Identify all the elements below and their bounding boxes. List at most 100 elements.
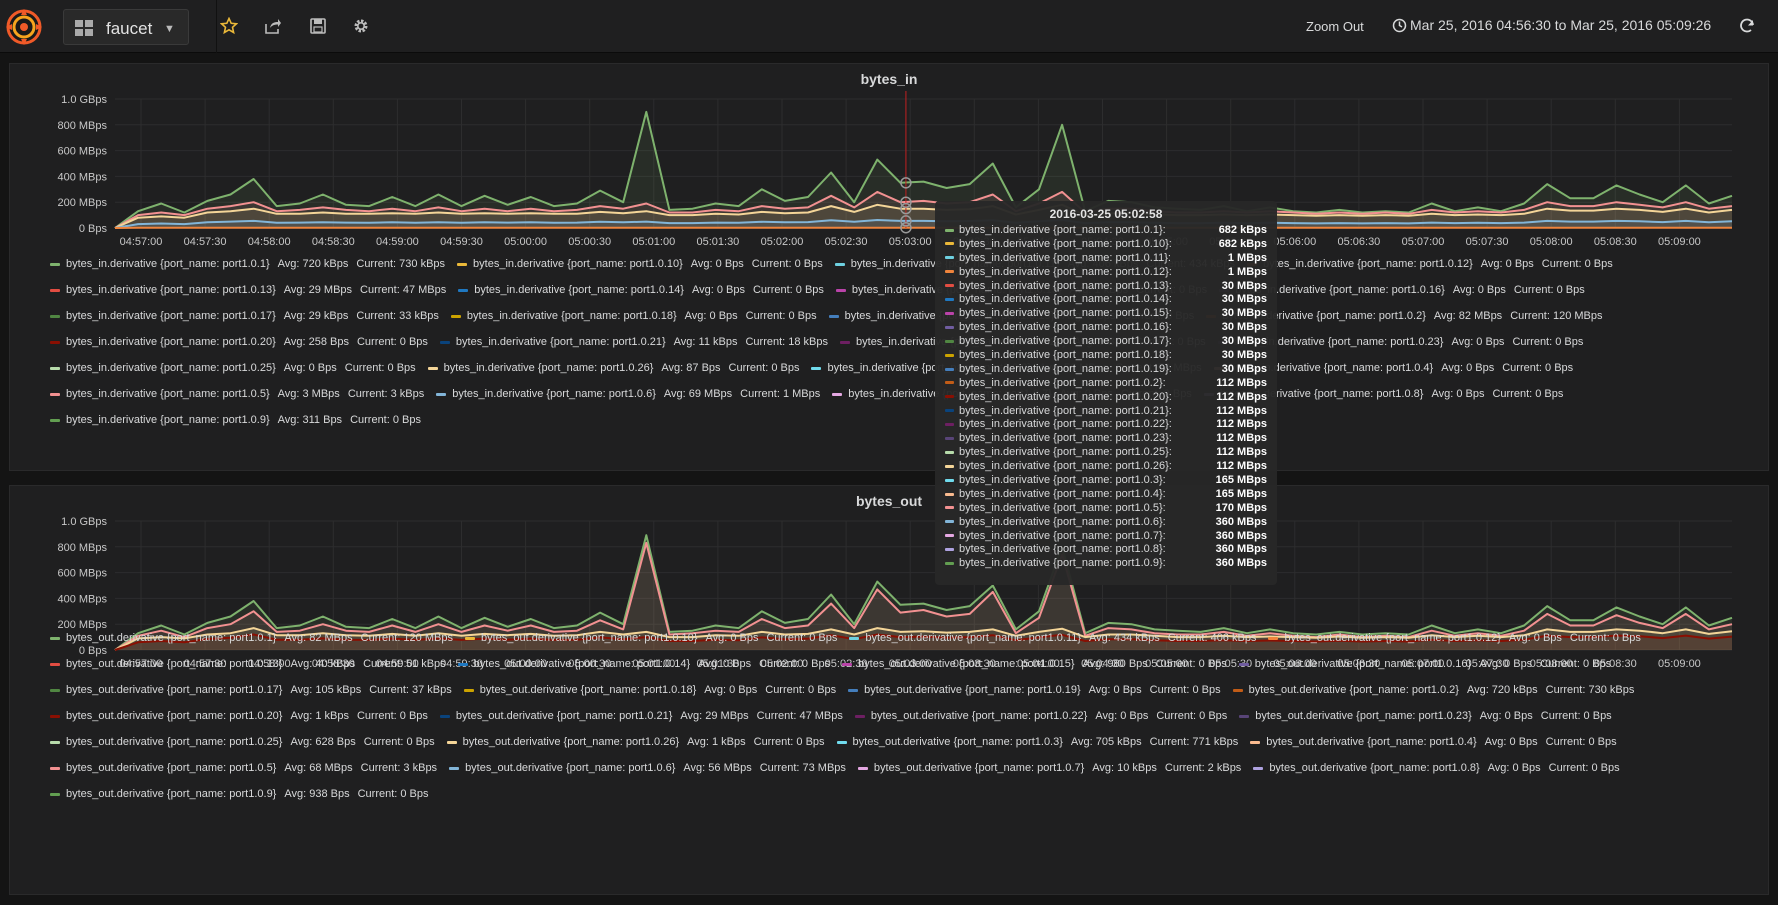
series-color-swatch[interactable] (50, 392, 60, 396)
save-icon[interactable] (309, 17, 327, 35)
series-color-swatch[interactable] (1268, 636, 1279, 640)
legend-item[interactable]: bytes_out.derivative {port_name: port1.0… (848, 677, 1221, 703)
series-color-swatch[interactable] (50, 740, 60, 744)
legend-item[interactable]: bytes_out.derivative {port_name: port1.0… (463, 677, 836, 703)
legend-item[interactable]: bytes_in.derivative {port_name: port1.0.… (50, 277, 446, 303)
legend-item[interactable]: bytes_out.derivative {port_name: port1.0… (1238, 651, 1611, 677)
legend-item[interactable]: bytes_out.derivative {port_name: port1.0… (50, 625, 453, 651)
series-line[interactable] (114, 534, 1733, 651)
series-color-swatch[interactable] (1250, 740, 1261, 744)
series-color-swatch[interactable] (836, 740, 847, 744)
share-icon[interactable] (264, 17, 282, 35)
series-color-swatch[interactable] (50, 340, 60, 344)
legend-item[interactable]: bytes_in.derivative {port_name: port1.0.… (458, 277, 824, 303)
series-color-swatch[interactable] (835, 288, 846, 292)
series-color-swatch[interactable] (427, 366, 438, 370)
series-color-swatch[interactable] (50, 418, 60, 422)
legend-item[interactable]: bytes_out.derivative {port_name: port1.0… (50, 755, 437, 781)
series-color-swatch[interactable] (50, 688, 60, 692)
grafana-logo-icon[interactable] (4, 7, 44, 47)
legend-item[interactable]: bytes_out.derivative {port_name: port1.0… (50, 729, 435, 755)
series-color-swatch[interactable] (50, 662, 60, 666)
refresh-icon[interactable] (1738, 17, 1756, 35)
bytes-out-graph[interactable]: 0 Bps 200 MBps 400 MBps 600 MBps 800 MBps 1.0… (10, 486, 1770, 686)
series-color-swatch[interactable] (1238, 662, 1249, 666)
series-color-swatch[interactable] (828, 314, 839, 318)
series-color-swatch[interactable] (857, 766, 868, 770)
series-color-swatch[interactable] (446, 740, 457, 744)
legend-item[interactable]: bytes_out.derivative {port_name: port1.0… (439, 703, 843, 729)
legend-item[interactable]: bytes_out.derivative {port_name: port1.0… (50, 651, 446, 677)
series-color-swatch[interactable] (50, 288, 60, 292)
legend-item[interactable]: bytes_in.derivative {port_name: port1.0.… (1213, 355, 1573, 381)
series-line[interactable] (114, 203, 1733, 229)
legend-item[interactable]: bytes_out.derivative {port_name: port1.0… (854, 703, 1227, 729)
zoom-out-button[interactable]: Zoom Out (1306, 19, 1364, 34)
legend-item[interactable]: bytes_in.derivative {port_name: port1.0.… (427, 355, 799, 381)
series-line[interactable] (114, 219, 1733, 229)
legend-item[interactable]: bytes_out.derivative {port_name: port1.0… (1250, 729, 1617, 755)
legend-item[interactable]: bytes_out.derivative {port_name: port1.0… (50, 781, 429, 807)
dashboard-picker-button[interactable]: faucet ▼ (63, 9, 189, 45)
legend-item[interactable]: bytes_out.derivative {port_name: port1.0… (1239, 703, 1612, 729)
series-color-swatch[interactable] (842, 662, 853, 666)
gear-icon[interactable] (352, 17, 370, 35)
legend-item[interactable]: bytes_out.derivative {port_name: port1.0… (857, 755, 1241, 781)
legend-item[interactable]: bytes_in.derivative {port_name: port1.0.… (50, 407, 421, 433)
series-color-swatch[interactable] (849, 636, 860, 640)
series-line[interactable] (114, 190, 1733, 229)
legend-item[interactable]: bytes_out.derivative {port_name: port1.0… (849, 625, 1256, 651)
series-color-swatch[interactable] (449, 766, 460, 770)
legend-item[interactable]: bytes_in.derivative {port_name: port1.0.… (1247, 251, 1613, 277)
series-line[interactable] (114, 110, 1733, 229)
legend-item[interactable]: bytes_out.derivative {port_name: port1.0… (50, 703, 428, 729)
legend-item[interactable]: bytes_in.derivative {port_name: port1.0.… (50, 355, 416, 381)
series-color-swatch[interactable] (464, 636, 475, 640)
legend-item[interactable]: bytes_in.derivative {port_name: port1.0.… (457, 251, 823, 277)
legend-item[interactable]: bytes_in.derivative {port_name: port1.0.… (439, 329, 828, 355)
series-color-swatch[interactable] (848, 688, 859, 692)
legend-item[interactable]: bytes_out.derivative {port_name: port1.0… (457, 651, 830, 677)
legend-item[interactable]: bytes_in.derivative {port_name: port1.0.… (50, 251, 445, 277)
legend-item[interactable]: bytes_out.derivative {port_name: port1.0… (1232, 677, 1634, 703)
series-color-swatch[interactable] (1232, 688, 1243, 692)
series-color-swatch[interactable] (439, 340, 450, 344)
legend-item[interactable]: bytes_in.derivative {port_name: port1.0.… (1217, 329, 1583, 355)
legend-item[interactable]: bytes_out.derivative {port_name: port1.0… (842, 651, 1227, 677)
legend-item[interactable]: bytes_out.derivative {port_name: port1.0… (836, 729, 1238, 755)
series-color-swatch[interactable] (854, 714, 865, 718)
series-color-swatch[interactable] (1253, 766, 1264, 770)
series-color-swatch[interactable] (450, 314, 461, 318)
legend-item[interactable]: bytes_in.derivative {port_name: port1.0.… (1219, 277, 1585, 303)
series-color-swatch[interactable] (457, 262, 468, 266)
series-color-swatch[interactable] (1239, 714, 1250, 718)
series-color-swatch[interactable] (439, 714, 450, 718)
legend-item[interactable]: bytes_in.derivative {port_name: port1.0.… (436, 381, 820, 407)
series-color-swatch[interactable] (50, 314, 60, 318)
legend-item[interactable]: bytes_out.derivative {port_name: port1.0… (1268, 625, 1641, 651)
star-icon[interactable] (220, 17, 238, 35)
series-color-swatch[interactable] (436, 392, 447, 396)
series-color-swatch[interactable] (50, 366, 60, 370)
series-color-swatch[interactable] (50, 714, 60, 718)
legend-item[interactable]: bytes_out.derivative {port_name: port1.0… (464, 625, 837, 651)
legend-item[interactable]: bytes_out.derivative {port_name: port1.0… (50, 677, 452, 703)
legend-item[interactable]: bytes_out.derivative {port_name: port1.0… (449, 755, 846, 781)
series-color-swatch[interactable] (50, 792, 60, 796)
series-color-swatch[interactable] (834, 262, 845, 266)
series-color-swatch[interactable] (840, 340, 851, 344)
panel-title[interactable]: bytes_in (860, 71, 918, 87)
legend-item[interactable]: bytes_out.derivative {port_name: port1.0… (1253, 755, 1620, 781)
series-color-swatch[interactable] (458, 288, 469, 292)
series-line[interactable] (114, 627, 1733, 651)
legend-item[interactable]: bytes_in.derivative {port_name: port1.0.… (50, 329, 428, 355)
series-color-swatch[interactable] (832, 392, 843, 396)
legend-item[interactable]: bytes_in.derivative {port_name: port1.0.… (450, 303, 817, 329)
series-color-swatch[interactable] (463, 688, 474, 692)
legend-item[interactable]: bytes_in.derivative {port_name: port1.0.… (50, 303, 439, 329)
series-color-swatch[interactable] (50, 262, 60, 266)
legend-item[interactable]: bytes_in.derivative {port_name: port1.0.… (50, 381, 424, 407)
panel-title[interactable]: bytes_out (855, 493, 923, 509)
series-color-swatch[interactable] (811, 366, 822, 370)
bytes-in-graph[interactable]: 0 Bps 200 MBps 400 MBps 600 MBps 800 MBps 1.0… (10, 64, 1770, 264)
